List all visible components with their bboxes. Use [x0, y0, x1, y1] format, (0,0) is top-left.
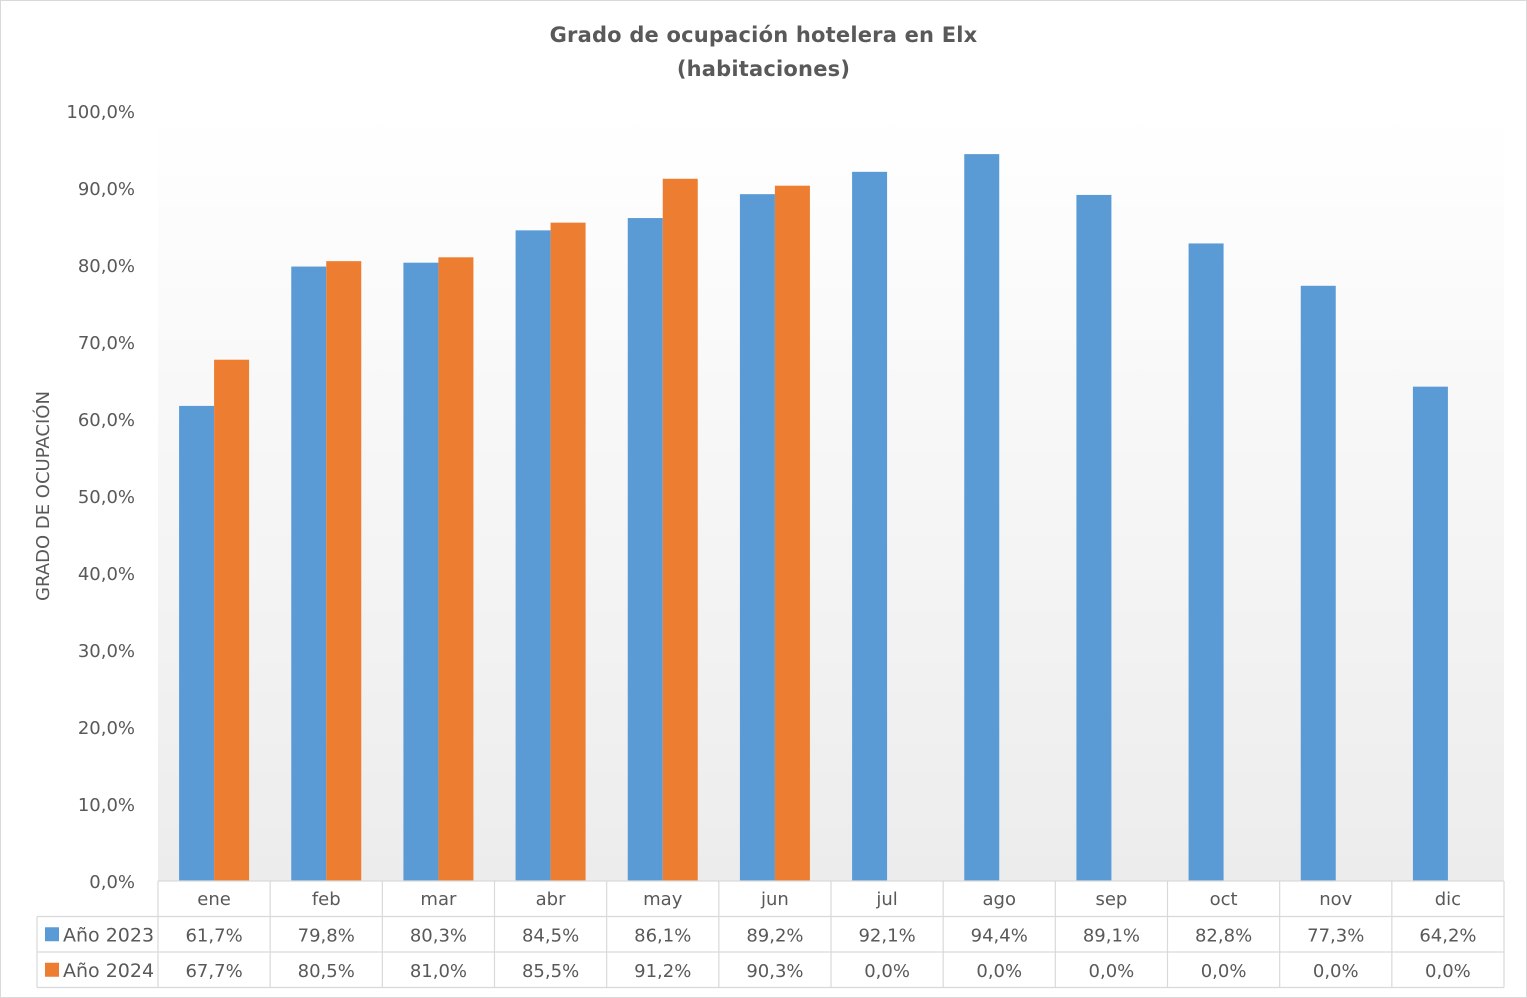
bar-series2 [438, 257, 474, 881]
chart-subtitle: (habitaciones) [676, 57, 851, 81]
data-label: 91,2% [634, 961, 691, 982]
x-category-label: jul [875, 889, 897, 910]
y-tick-label: 60,0% [78, 410, 135, 431]
bar-series1 [1188, 243, 1224, 881]
data-label: 85,5% [522, 961, 579, 982]
bar-series1 [739, 194, 775, 881]
y-tick-label: 90,0% [78, 179, 135, 200]
x-category-label: feb [312, 889, 341, 910]
x-category-label: abr [536, 889, 566, 910]
data-label: 0,0% [1313, 961, 1359, 982]
plot-area [158, 111, 1504, 881]
data-label: 89,2% [746, 925, 803, 946]
bar-series1 [515, 230, 551, 882]
data-label: 94,4% [971, 925, 1028, 946]
data-label: 0,0% [1201, 961, 1247, 982]
data-label: 64,2% [1419, 925, 1476, 946]
x-category-label: ago [983, 889, 1016, 910]
data-label: 0,0% [1089, 961, 1135, 982]
x-category-label: dic [1435, 889, 1461, 910]
bar-series1 [1076, 194, 1112, 881]
chart-title: Grado de ocupación hotelera en Elx [549, 23, 978, 47]
bar-series1 [179, 405, 215, 881]
legend-label: Año 2024 [63, 960, 154, 982]
data-label: 90,3% [746, 961, 803, 982]
bar-series2 [326, 261, 362, 881]
y-tick-label: 30,0% [78, 641, 135, 662]
data-label: 89,1% [1083, 925, 1140, 946]
y-tick-label: 70,0% [78, 333, 135, 354]
bar-series1 [1300, 285, 1336, 881]
y-tick-label: 100,0% [66, 102, 135, 123]
data-label: 92,1% [858, 925, 915, 946]
data-label: 79,8% [298, 925, 355, 946]
bar-series1 [291, 266, 327, 881]
y-tick-label: 40,0% [78, 564, 135, 585]
data-label: 0,0% [1425, 961, 1471, 982]
bar-series1 [403, 262, 439, 881]
data-label: 86,1% [634, 925, 691, 946]
x-category-label: may [643, 889, 683, 910]
y-tick-label: 0,0% [89, 872, 135, 893]
bar-series1 [964, 154, 1000, 881]
y-tick-label: 20,0% [78, 718, 135, 739]
x-category-label: ene [197, 889, 231, 910]
legend-key-series2 [45, 962, 59, 977]
data-label: 81,0% [410, 961, 467, 982]
y-tick-label: 10,0% [78, 795, 135, 816]
x-category-label: mar [420, 889, 457, 910]
bar-series1 [627, 218, 663, 881]
bar-series2 [214, 359, 250, 882]
bar-series1 [852, 171, 888, 881]
bar-series1 [1412, 386, 1448, 881]
data-label: 67,7% [185, 961, 242, 982]
data-label: 0,0% [864, 961, 910, 982]
bar-series2 [774, 185, 810, 881]
data-label: 82,8% [1195, 925, 1252, 946]
y-tick-label: 50,0% [78, 487, 135, 508]
x-category-label: nov [1319, 889, 1352, 910]
legend-key-series1 [45, 927, 59, 942]
legend-label: Año 2023 [63, 924, 154, 946]
y-axis-title: GRADO DE OCUPACIÓN [32, 391, 54, 601]
x-category-label: jun [760, 889, 789, 910]
x-category-label: oct [1210, 889, 1238, 910]
bar-series2 [662, 178, 698, 881]
bar-series2 [550, 222, 586, 881]
data-label: 80,3% [410, 925, 467, 946]
data-label: 61,7% [185, 925, 242, 946]
data-label: 0,0% [976, 961, 1022, 982]
y-tick-label: 80,0% [78, 256, 135, 277]
data-label: 84,5% [522, 925, 579, 946]
data-label: 80,5% [298, 961, 355, 982]
x-category-label: sep [1095, 889, 1127, 910]
data-label: 77,3% [1307, 925, 1364, 946]
